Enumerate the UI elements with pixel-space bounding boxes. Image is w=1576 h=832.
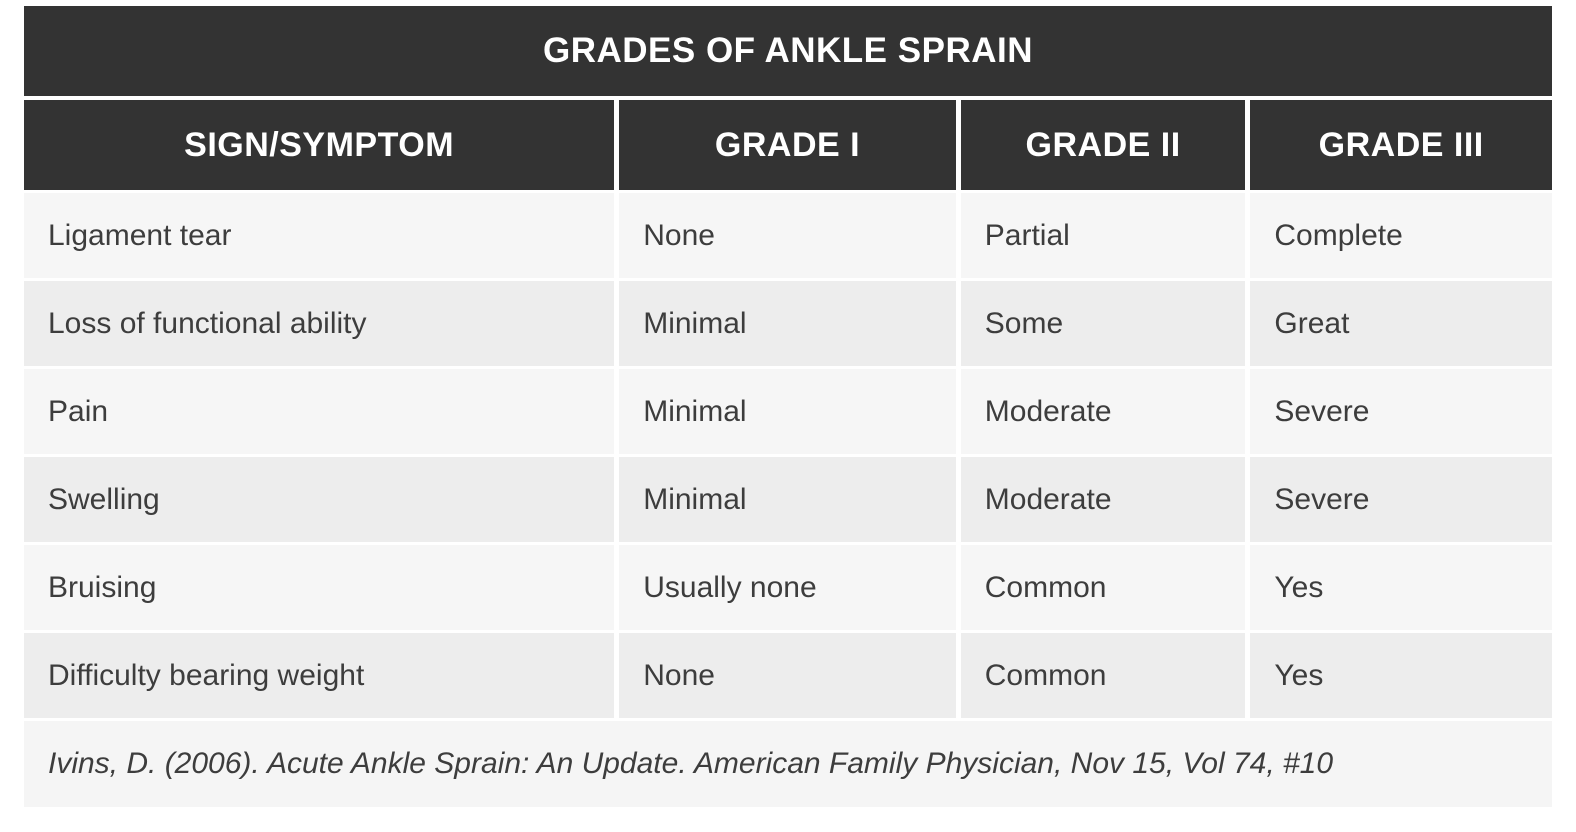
cell-grade-1: Usually none (619, 545, 956, 630)
cell-grade-2: Moderate (960, 457, 1246, 542)
column-header-grade-1: GRADE I (619, 100, 956, 190)
cell-grade-2: Common (960, 633, 1246, 718)
table-row-pain: Pain Minimal Moderate Severe (24, 369, 1552, 454)
column-header-grade-2: GRADE II (960, 100, 1246, 190)
cell-grade-1: Minimal (619, 457, 956, 542)
cell-grade-1: Minimal (619, 281, 956, 366)
cell-grade-2: Common (960, 545, 1246, 630)
table-row-swelling: Swelling Minimal Moderate Severe (24, 457, 1552, 542)
cell-grade-3: Severe (1250, 457, 1552, 542)
cell-sign-symptom: Loss of functional ability (24, 281, 615, 366)
cell-grade-2: Moderate (960, 369, 1246, 454)
cell-grade-1: None (619, 193, 956, 278)
cell-grade-3: Severe (1250, 369, 1552, 454)
cell-sign-symptom: Swelling (24, 457, 615, 542)
cell-grade-3: Great (1250, 281, 1552, 366)
table-row-loss-of-functional-ability: Loss of functional ability Minimal Some … (24, 281, 1552, 366)
column-header-sign-symptom: SIGN/SYMPTOM (24, 100, 615, 190)
table-row-ligament-tear: Ligament tear None Partial Complete (24, 193, 1552, 278)
ankle-sprain-table: GRADES OF ANKLE SPRAIN SIGN/SYMPTOM GRAD… (24, 6, 1552, 807)
table-title: GRADES OF ANKLE SPRAIN (24, 6, 1552, 96)
cell-grade-3: Yes (1250, 545, 1552, 630)
table-row-bruising: Bruising Usually none Common Yes (24, 545, 1552, 630)
cell-sign-symptom: Bruising (24, 545, 615, 630)
header-row: SIGN/SYMPTOM GRADE I GRADE II GRADE III (24, 100, 1552, 190)
cell-grade-3: Complete (1250, 193, 1552, 278)
cell-grade-1: None (619, 633, 956, 718)
cell-grade-3: Yes (1250, 633, 1552, 718)
cell-grade-2: Some (960, 281, 1246, 366)
cell-grade-1: Minimal (619, 369, 956, 454)
cell-sign-symptom: Pain (24, 369, 615, 454)
table-row-difficulty-bearing-weight: Difficulty bearing weight None Common Ye… (24, 633, 1552, 718)
citation-text: Ivins, D. (2006). Acute Ankle Sprain: An… (24, 721, 1552, 807)
cell-grade-2: Partial (960, 193, 1246, 278)
column-header-grade-3: GRADE III (1250, 100, 1552, 190)
cell-sign-symptom: Ligament tear (24, 193, 615, 278)
cell-sign-symptom: Difficulty bearing weight (24, 633, 615, 718)
